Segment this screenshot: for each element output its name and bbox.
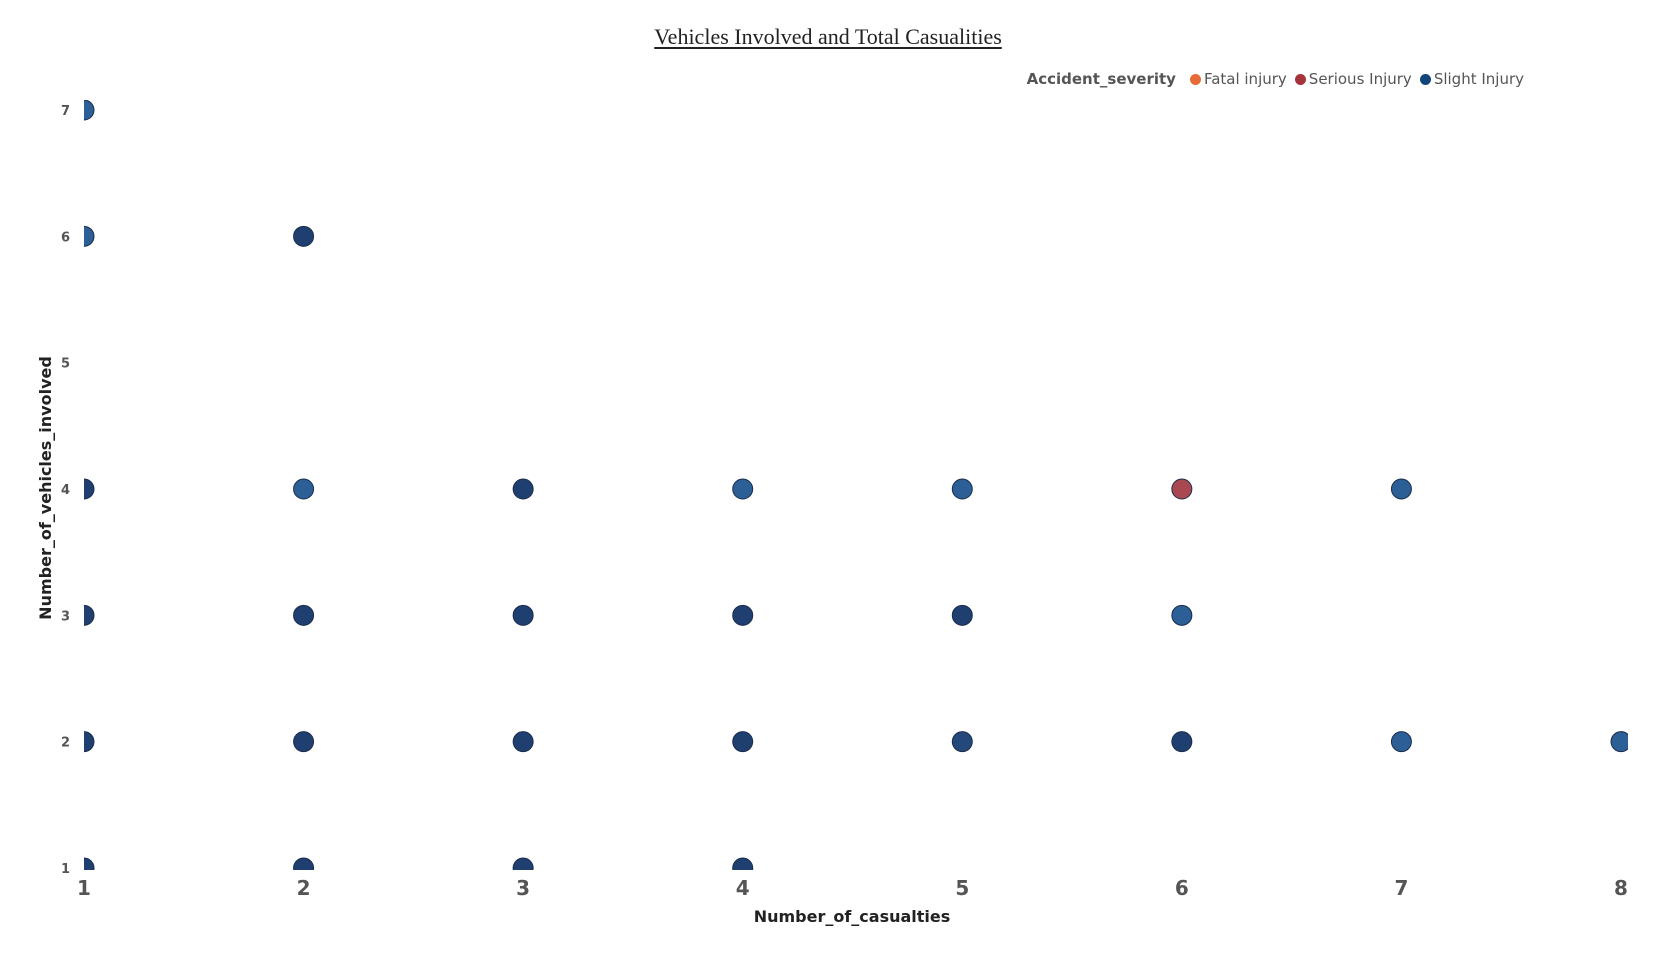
legend-marker-slight-injury	[1419, 73, 1431, 85]
legend-item-slight-injury[interactable]: Slight Injury	[1419, 70, 1524, 88]
legend-marker-fatal-injury	[1189, 73, 1201, 85]
x-tick-label: 8	[1614, 876, 1628, 900]
x-tick-label: 5	[955, 876, 969, 900]
data-point[interactable]	[732, 478, 754, 500]
y-tick-label: 5	[61, 357, 70, 372]
legend-label-serious-injury: Serious Injury	[1308, 70, 1412, 88]
data-point[interactable]	[1171, 604, 1193, 626]
data-point[interactable]	[74, 857, 95, 878]
data-point[interactable]	[512, 731, 534, 753]
data-point[interactable]	[1171, 478, 1193, 500]
legend-marker-serious-injury	[1294, 73, 1306, 85]
x-tick-label: 2	[297, 876, 311, 900]
y-tick-label: 1	[61, 862, 70, 877]
y-tick-label: 3	[61, 609, 70, 624]
data-point[interactable]	[74, 604, 95, 626]
data-point[interactable]	[1610, 731, 1631, 753]
x-tick-label: 1	[77, 876, 91, 900]
data-point[interactable]	[732, 857, 754, 878]
data-point[interactable]	[74, 225, 95, 247]
data-point[interactable]	[951, 604, 973, 626]
data-point[interactable]	[74, 731, 95, 753]
data-point[interactable]	[1171, 731, 1193, 753]
x-tick-label: 3	[516, 876, 530, 900]
y-tick-label: 4	[61, 483, 70, 498]
data-point[interactable]	[512, 604, 534, 626]
legend-item-serious-injury[interactable]: Serious Injury	[1294, 70, 1412, 88]
x-axis-ticks: 1 2 3 4 5 6 7 8	[77, 876, 1628, 900]
y-tick-label: 7	[61, 104, 70, 119]
data-point[interactable]	[293, 857, 315, 878]
data-point[interactable]	[512, 478, 534, 500]
data-point[interactable]	[732, 604, 754, 626]
data-points	[74, 100, 1631, 878]
data-point[interactable]	[951, 478, 973, 500]
legend: Accident_severity Fatal injury Serious I…	[1027, 70, 1524, 88]
data-point[interactable]	[732, 731, 754, 753]
x-tick-label: 7	[1394, 876, 1408, 900]
legend-label-slight-injury: Slight Injury	[1433, 70, 1524, 88]
data-point[interactable]	[74, 478, 95, 500]
chart-title: Vehicles Involved and Total Casualities	[654, 24, 1002, 49]
legend-item-fatal-injury[interactable]: Fatal injury	[1189, 70, 1287, 88]
y-tick-label: 2	[61, 736, 70, 751]
y-tick-label: 6	[61, 230, 70, 245]
data-point[interactable]	[293, 731, 315, 753]
x-tick-label: 6	[1175, 876, 1189, 900]
data-point[interactable]	[1390, 731, 1412, 753]
x-tick-label: 4	[736, 876, 750, 900]
y-axis-label: Number_of_vehicles_involved	[36, 356, 55, 620]
data-point[interactable]	[74, 100, 95, 121]
legend-label-fatal-injury: Fatal injury	[1203, 70, 1287, 88]
legend-title: Accident_severity	[1026, 70, 1176, 88]
data-point[interactable]	[951, 731, 973, 753]
data-point[interactable]	[512, 857, 534, 878]
y-axis-ticks: 1 2 3 4 5 6 7	[61, 104, 70, 877]
data-point[interactable]	[293, 478, 315, 500]
data-point[interactable]	[1390, 478, 1412, 500]
x-axis-label: Number_of_casualties	[754, 907, 951, 926]
data-point[interactable]	[293, 225, 315, 247]
data-point[interactable]	[293, 604, 315, 626]
